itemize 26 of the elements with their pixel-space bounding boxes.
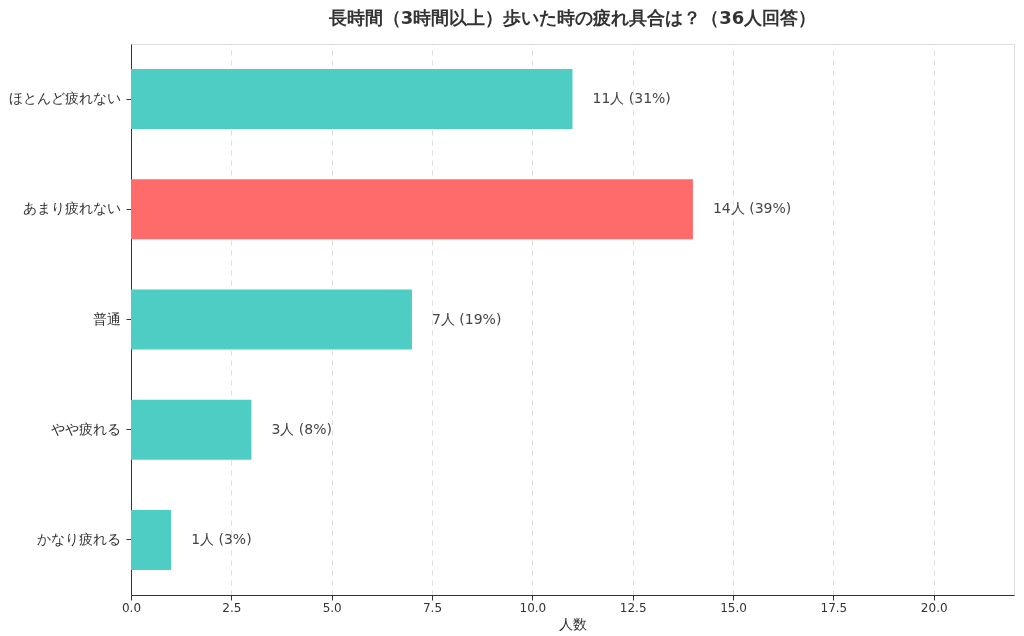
- bar: [131, 399, 252, 460]
- x-tick-label: 12.5: [619, 600, 647, 615]
- chart-title: 長時間（3時間以上）歩いた時の疲れ具合は？（36人回答）: [327, 7, 817, 28]
- bar: [131, 69, 573, 130]
- y-tick-label: やや疲れる: [50, 420, 121, 437]
- x-tick-label: 5.0: [322, 600, 342, 615]
- y-tick-label: あまり疲れない: [22, 200, 121, 217]
- y-tick-label: かなり疲れる: [36, 530, 121, 547]
- data-label: 7人 (19%): [431, 310, 502, 327]
- x-tick-label: 15.0: [720, 600, 747, 615]
- data-label: 14人 (39%): [712, 200, 792, 217]
- bar: [131, 179, 693, 240]
- bar: [131, 289, 412, 350]
- x-tick-label: 0.0: [121, 600, 142, 615]
- bar: [131, 509, 172, 570]
- x-tick-label: 20.0: [920, 600, 948, 615]
- data-label: 11人 (31%): [592, 90, 671, 107]
- y-tick-label: ほとんど疲れない: [8, 90, 121, 107]
- x-tick-label: 17.5: [820, 600, 848, 615]
- data-label: 1人 (3%): [191, 530, 252, 547]
- x-axis-title: 人数: [559, 615, 587, 632]
- y-tick-label: 普通: [92, 310, 121, 327]
- data-label: 3人 (8%): [271, 420, 332, 437]
- x-tick-label: 2.5: [222, 600, 242, 615]
- x-tick-label: 10.0: [519, 600, 547, 615]
- x-tick-label: 7.5: [422, 600, 443, 615]
